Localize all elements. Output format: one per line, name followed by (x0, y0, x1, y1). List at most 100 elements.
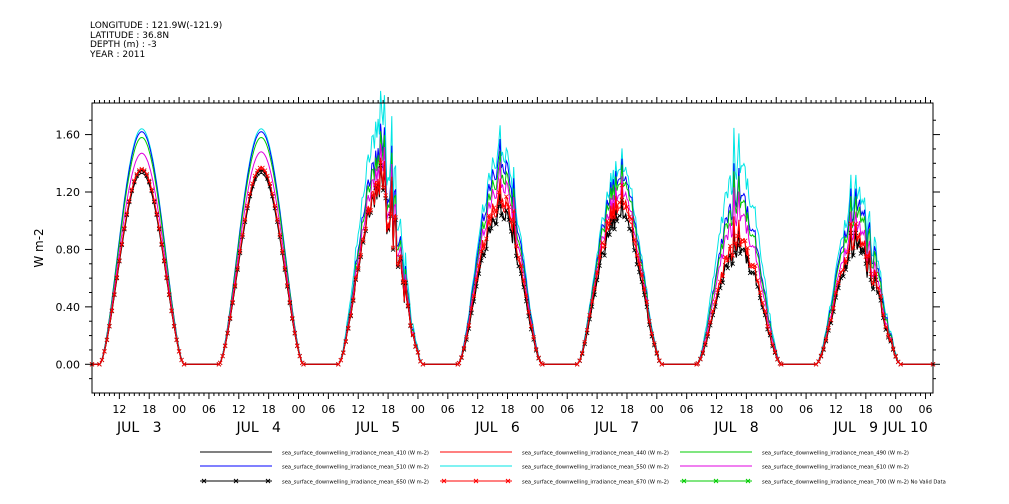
dataset-metadata: LONGITUDE : 121.9W(-121.9) LATITUDE : 36… (90, 21, 222, 60)
series-marker-mean_670 (898, 362, 903, 367)
series-marker-mean_650 (730, 261, 735, 266)
series-marker-mean_670 (518, 263, 524, 269)
series-marker-mean_650 (491, 218, 497, 223)
series-marker-mean_650 (614, 218, 620, 224)
series-marker-mean_670 (107, 323, 112, 329)
series-marker-mean_670 (481, 243, 487, 249)
series-marker-mean_650 (494, 221, 499, 227)
series-marker-mean_670 (833, 290, 839, 296)
series-marker-mean_670 (536, 355, 541, 361)
plot-frame (91, 102, 934, 394)
series-marker-mean_670 (574, 362, 580, 367)
series-marker-mean_670 (720, 273, 726, 279)
series-marker-mean_670 (637, 261, 642, 267)
series-marker-mean_670 (220, 353, 225, 359)
x-tick-label: 06 (321, 403, 335, 416)
series-marker-mean_670 (393, 215, 398, 220)
series-marker-mean_670 (873, 271, 879, 277)
series-marker-mean_670 (594, 270, 600, 275)
series-marker-mean_670 (816, 359, 821, 364)
series-marker-mean_670 (506, 204, 512, 210)
series-marker-mean_670 (494, 209, 499, 214)
series-marker-mean_670 (523, 293, 529, 298)
series-marker-mean_670 (375, 180, 381, 186)
legend-label: sea_surface_downwelling_irradiance_mean_… (762, 480, 946, 486)
x-day-label: JUL 3 (116, 420, 161, 436)
series-marker-mean_670 (388, 211, 393, 217)
x-tick-label: 12 (710, 403, 724, 416)
series-marker-mean_650 (632, 247, 637, 253)
series-marker-mean_650 (390, 247, 396, 252)
x-tick-label: 12 (112, 403, 126, 416)
series-marker-mean_670 (858, 243, 864, 249)
series-marker-mean_670 (146, 178, 152, 184)
series-marker-mean_670 (294, 343, 300, 348)
series-marker-mean_670 (846, 249, 851, 255)
series-marker-mean_670 (619, 182, 625, 188)
series-marker-mean_670 (848, 221, 854, 226)
series-marker-mean_670 (531, 335, 536, 340)
series-marker-mean_670 (883, 324, 889, 330)
x-tick-label: 18 (501, 403, 515, 416)
y-tick-label: 1.20 (56, 186, 81, 199)
series-marker-mean_670 (129, 187, 135, 192)
series-marker-mean_670 (469, 306, 474, 311)
series-marker-mean_670 (737, 242, 743, 247)
series-marker-mean_670 (634, 253, 640, 258)
series-marker-mean_670 (154, 211, 159, 216)
y-tick-label: 0.80 (56, 243, 81, 256)
series-marker-mean_670 (511, 208, 517, 214)
series-marker-mean_650 (499, 213, 504, 218)
series-marker-mean_670 (540, 362, 545, 367)
series-marker-mean_670 (179, 357, 184, 363)
series-marker-mean_670 (385, 223, 391, 229)
legend-label: sea_surface_downwelling_irradiance_mean_… (522, 451, 669, 457)
series-marker-mean_670 (727, 243, 733, 249)
series-marker-mean_670 (710, 308, 716, 314)
series-marker-mean_670 (250, 181, 255, 186)
series-marker-mean_670 (513, 243, 519, 249)
series-marker-mean_670 (730, 253, 735, 258)
series-marker-mean_670 (353, 276, 359, 281)
series-marker-mean_670 (503, 194, 509, 199)
series-marker-mean_670 (119, 241, 125, 247)
series-marker-mean_670 (285, 283, 290, 288)
series-marker-mean_670 (715, 287, 721, 293)
series-marker-mean_670 (597, 254, 602, 260)
series-marker-mean_670 (703, 341, 708, 346)
series-marker-mean_670 (589, 299, 595, 304)
series-marker-mean_670 (139, 166, 145, 172)
year-label: YEAR : 2011 (90, 49, 146, 60)
series-marker-mean_670 (582, 339, 587, 345)
x-day-label: JUL 7 (594, 420, 639, 436)
x-day-label: JUL 4 (235, 420, 281, 436)
series-marker-mean_650 (607, 232, 612, 237)
series-marker-mean_670 (533, 346, 539, 352)
y-tick-label: 0.40 (56, 301, 81, 314)
x-tick-label: 00 (769, 403, 783, 416)
series-marker-mean_670 (225, 330, 230, 336)
series-marker-mean_670 (267, 181, 273, 186)
y-axis-label: W m-2 (32, 228, 46, 267)
x-tick-label: 00 (411, 403, 425, 416)
series-marker-mean_670 (821, 346, 826, 352)
series-marker-mean_650 (602, 253, 607, 258)
series-marker-mean_670 (99, 357, 105, 363)
series-marker-mean_670 (156, 225, 162, 231)
series-marker-mean_650 (841, 274, 846, 279)
axis-layer: 12 18 00 06 12 18 00 06 12 18 00 06 12 18 00 06 12 18 00 06… (56, 97, 940, 436)
series-marker-mean_670 (755, 278, 760, 283)
series-marker-mean_670 (290, 315, 295, 321)
series-marker-mean_670 (343, 339, 349, 344)
x-tick-label: 18 (739, 403, 753, 416)
series-marker-mean_670 (132, 178, 137, 184)
series-marker-mean_670 (775, 356, 780, 362)
series-marker-mean_670 (287, 299, 293, 305)
x-day-label: JUL 5 (355, 420, 400, 436)
series-marker-mean_670 (501, 204, 507, 209)
series-marker-mean_670 (713, 299, 718, 305)
series-marker-mean_650 (737, 251, 743, 257)
series-marker-mean_670 (247, 191, 253, 197)
series-marker-mean_670 (127, 198, 132, 204)
